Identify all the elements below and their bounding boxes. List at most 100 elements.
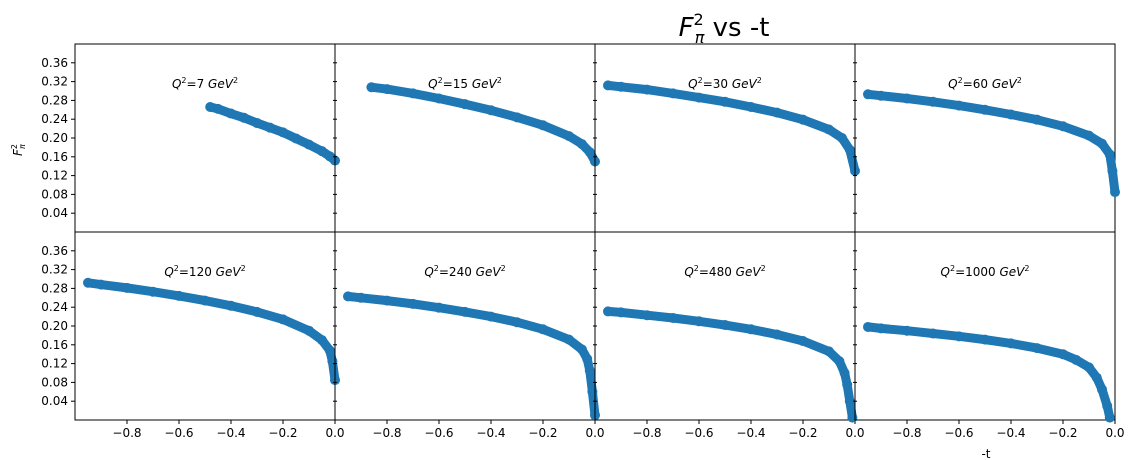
ylabel-superscript: 2	[10, 144, 19, 149]
data-series	[603, 80, 860, 176]
data-point	[278, 127, 288, 138]
data-point	[278, 314, 288, 325]
data-point	[564, 334, 574, 345]
panel-label-q: Q	[164, 265, 173, 279]
panel-q1000: −0.8 −0.6 −0.4 −0.2 0.0Q2=1000 GeV2	[853, 231, 1125, 440]
data-point	[122, 282, 132, 293]
x-tick-label: −0.6	[684, 426, 713, 440]
data-series	[83, 278, 340, 385]
data-point	[213, 103, 223, 114]
y-tick-label: 0.28	[41, 281, 68, 295]
panel-label-unit: GeV	[732, 265, 761, 279]
data-point	[434, 302, 444, 313]
data-point	[980, 334, 990, 345]
data-point	[226, 108, 236, 119]
panel-label-value: =240	[439, 265, 472, 279]
data-point	[746, 101, 756, 112]
data-point	[842, 379, 853, 390]
panel-label-unit-superscript: 2	[1024, 264, 1029, 273]
data-point	[954, 100, 964, 111]
panel-label-unit: GeV	[728, 77, 757, 91]
data-point	[317, 146, 327, 157]
data-point	[148, 286, 158, 297]
data-point	[876, 323, 886, 334]
data-point	[928, 96, 938, 107]
panel-label-q-superscript: 2	[174, 264, 179, 273]
y-axis-label: F2π	[10, 144, 27, 156]
y-tick-label: 0.16	[41, 150, 68, 164]
panel-label-unit: GeV	[468, 77, 497, 91]
panel-label-unit: GeV	[472, 265, 501, 279]
data-point	[1104, 412, 1115, 423]
panel-q30: Q2=30 GeV2	[593, 43, 860, 233]
y-tick-label: 0.08	[41, 187, 68, 201]
data-point	[408, 298, 418, 309]
y-tick-label: 0.04	[41, 206, 68, 220]
data-point	[954, 331, 964, 342]
x-tick-label: −0.8	[112, 426, 141, 440]
data-point	[824, 346, 834, 357]
data-point	[1032, 114, 1042, 125]
data-point	[304, 325, 314, 336]
data-point	[366, 82, 377, 93]
data-point	[1097, 384, 1107, 395]
data-point	[408, 88, 418, 99]
data-point	[83, 277, 93, 288]
data-point	[834, 356, 845, 367]
data-point	[382, 295, 392, 306]
data-point	[584, 365, 595, 376]
x-axis-label: -t	[981, 447, 990, 460]
y-tick-label: 0.24	[41, 300, 68, 314]
data-point	[798, 114, 808, 125]
panel-q15: Q2=15 GeV2	[333, 43, 600, 233]
data-point	[720, 96, 730, 107]
data-point	[96, 279, 106, 290]
panel-label-unit-superscript: 2	[761, 264, 766, 273]
y-tick-label: 0.36	[41, 244, 68, 258]
panel-grid: 0.040.080.120.160.200.240.280.320.36Q2=7…	[41, 43, 1125, 440]
title-rest: vs -t	[704, 13, 769, 43]
x-tick-label: −0.6	[944, 426, 973, 440]
data-point	[928, 328, 938, 339]
panel-q120: 0.04 0.08 0.12 0.16 0.20 0.24 0.28 0.32 0.36 −0.8…	[41, 231, 345, 440]
y-tick-label: 0.08	[41, 375, 68, 389]
panel-label: Q2=240 GeV2	[424, 264, 505, 279]
x-tick-label: −0.6	[424, 426, 453, 440]
panel-label-q: Q	[428, 77, 437, 91]
data-point	[603, 80, 613, 91]
title-subscript: π	[695, 28, 705, 47]
data-point	[382, 84, 392, 95]
ylabel-subscript: π	[18, 144, 27, 149]
data-point	[317, 335, 327, 346]
data-point	[252, 306, 262, 317]
panel-label: Q2=7 GeV2	[172, 76, 238, 91]
y-tick-label: 0.12	[41, 357, 68, 371]
panel-label-unit: GeV	[212, 265, 241, 279]
data-series	[343, 291, 600, 420]
panel-label: Q2=480 GeV2	[684, 264, 765, 279]
data-point	[616, 307, 626, 318]
data-point	[1006, 109, 1016, 120]
data-point	[746, 324, 756, 335]
panel-label: Q2=60 GeV2	[948, 76, 1022, 91]
data-point	[265, 122, 275, 133]
data-series	[863, 89, 1120, 197]
panel-label-q: Q	[948, 77, 957, 91]
panel-label: Q2=15 GeV2	[428, 76, 502, 91]
data-point	[512, 317, 522, 328]
y-tick-label: 0.20	[41, 131, 68, 145]
data-point	[486, 311, 496, 322]
data-point	[1084, 130, 1094, 141]
data-point	[863, 89, 873, 100]
panel-label-q-superscript: 2	[181, 76, 186, 85]
panel-label-unit-superscript: 2	[1017, 76, 1022, 85]
data-point	[1032, 343, 1042, 354]
panel-frame	[334, 231, 596, 421]
data-point	[582, 353, 593, 364]
data-point	[584, 147, 595, 158]
data-point	[327, 356, 338, 367]
panel-label-value: =60	[963, 77, 988, 91]
x-tick-label: 0.0	[325, 426, 344, 440]
y-tick-label: 0.36	[41, 56, 68, 70]
